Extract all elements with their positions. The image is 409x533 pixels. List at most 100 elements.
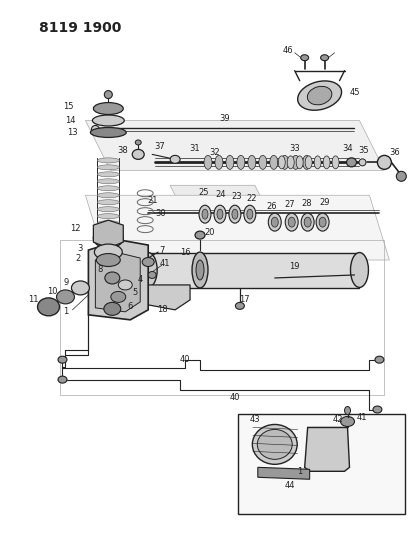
Text: 5: 5 [132,288,137,297]
Ellipse shape [93,228,123,248]
Ellipse shape [287,156,294,169]
Ellipse shape [58,356,67,363]
Ellipse shape [228,205,240,223]
Ellipse shape [202,209,207,219]
Polygon shape [148,253,359,288]
Ellipse shape [340,416,354,426]
Text: 26: 26 [266,201,276,211]
Ellipse shape [280,156,288,169]
Ellipse shape [135,140,141,145]
Text: 36: 36 [388,148,399,157]
Text: 15: 15 [63,102,74,111]
Ellipse shape [304,156,311,169]
Polygon shape [88,240,148,320]
Ellipse shape [318,217,325,227]
Ellipse shape [236,156,244,169]
Ellipse shape [320,55,328,61]
Ellipse shape [97,193,119,198]
Ellipse shape [198,205,211,223]
Text: 31: 31 [189,144,200,153]
Ellipse shape [235,302,244,309]
Ellipse shape [195,231,204,239]
Ellipse shape [358,159,365,166]
Ellipse shape [288,217,294,227]
Text: 43: 43 [249,415,259,424]
Ellipse shape [278,156,285,169]
Text: 37: 37 [155,142,165,151]
Ellipse shape [295,156,302,169]
Ellipse shape [269,156,277,169]
Ellipse shape [246,209,252,219]
Text: 23: 23 [231,192,242,201]
Text: 41: 41 [355,413,366,422]
Ellipse shape [216,209,222,219]
Ellipse shape [307,86,331,105]
Ellipse shape [291,156,299,169]
Ellipse shape [97,165,119,170]
Text: 19: 19 [289,262,299,271]
Ellipse shape [97,172,119,177]
Ellipse shape [301,213,313,231]
Text: 28: 28 [301,199,311,208]
Ellipse shape [285,213,297,231]
Text: 1: 1 [297,467,301,476]
Ellipse shape [297,81,341,110]
Ellipse shape [71,281,89,295]
Ellipse shape [118,280,132,290]
Ellipse shape [247,156,255,169]
Ellipse shape [225,156,233,169]
Ellipse shape [231,209,237,219]
Ellipse shape [132,149,144,159]
Bar [237,415,405,514]
Text: 39: 39 [219,114,230,123]
Polygon shape [254,200,373,235]
Polygon shape [170,185,274,225]
Ellipse shape [93,102,123,115]
Text: 20: 20 [204,228,215,237]
Text: 9: 9 [64,278,69,287]
Ellipse shape [204,156,211,169]
Ellipse shape [303,217,310,227]
Ellipse shape [252,424,297,464]
Ellipse shape [97,235,119,240]
Ellipse shape [396,171,405,181]
Ellipse shape [257,430,292,459]
Ellipse shape [97,158,119,163]
Ellipse shape [374,356,383,363]
Text: 14: 14 [65,116,76,125]
Ellipse shape [58,376,67,383]
Text: 6: 6 [127,302,133,311]
Text: 32: 32 [209,148,220,157]
Ellipse shape [104,91,112,99]
Polygon shape [95,252,140,312]
Ellipse shape [139,253,157,287]
Polygon shape [85,120,384,171]
Ellipse shape [271,217,278,227]
Ellipse shape [322,156,329,169]
Text: 18: 18 [157,305,167,314]
Ellipse shape [372,406,381,413]
Ellipse shape [344,407,350,415]
Text: 2: 2 [76,254,81,263]
Ellipse shape [258,156,266,169]
Ellipse shape [91,125,99,133]
Text: 17: 17 [239,295,249,304]
Ellipse shape [97,200,119,205]
Ellipse shape [38,298,59,316]
Ellipse shape [300,55,308,61]
Text: 8119 1900: 8119 1900 [38,21,121,35]
Text: 27: 27 [284,200,294,209]
Ellipse shape [97,228,119,232]
Ellipse shape [214,156,222,169]
Text: 13: 13 [67,128,78,137]
Text: 44: 44 [284,481,294,490]
Text: 10: 10 [47,287,58,296]
Text: 12: 12 [70,224,81,232]
Text: 41: 41 [160,259,170,268]
Ellipse shape [346,158,355,167]
Text: 11: 11 [28,295,39,304]
Text: 22: 22 [246,193,256,203]
Text: 42: 42 [331,415,342,424]
Ellipse shape [94,244,122,260]
Ellipse shape [191,252,207,288]
